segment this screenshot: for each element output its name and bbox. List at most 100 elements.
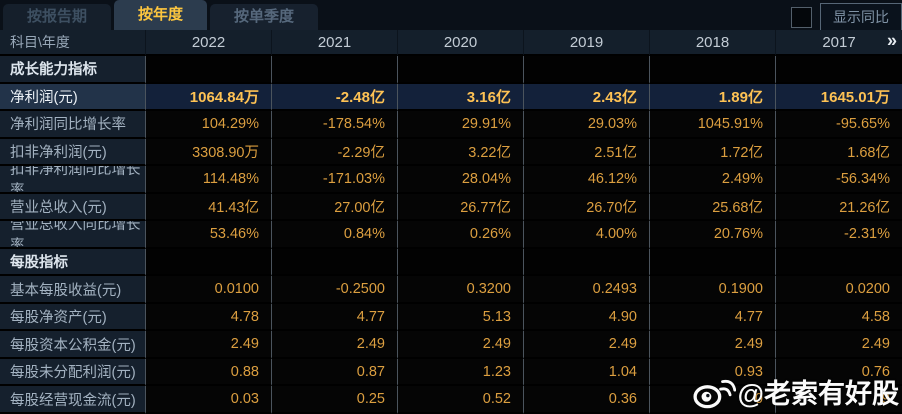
table-cell: 2.49 (775, 331, 902, 359)
table-cell: 0.76 (775, 358, 902, 387)
table-cell: 28.04% (397, 166, 523, 194)
row-label: 每股资本公积金(元) (0, 331, 145, 359)
table-cell: 5.13 (397, 303, 523, 332)
table-cell: 0.03 (145, 386, 271, 414)
table-cell: 0.36 (523, 386, 649, 414)
table-cell: 1.89亿 (649, 83, 775, 112)
table-cell: 53.46% (145, 221, 271, 249)
table-cell: 26.77亿 (397, 193, 523, 222)
table-cell (523, 248, 649, 277)
row-label: 每股经营现金流(元) (0, 386, 145, 414)
year-column-header: 2019 (523, 30, 649, 56)
table-cell: 0.26% (397, 221, 523, 249)
table-cell (775, 248, 902, 277)
row-label: 营业总收入同比增长率 (0, 221, 145, 249)
table-cell: 1045.91% (649, 111, 775, 139)
table-cell: 26.70亿 (523, 193, 649, 222)
table-cell: 4.77 (271, 303, 397, 332)
row-label: 每股净资产(元) (0, 303, 145, 332)
table-cell: 3.16亿 (397, 83, 523, 112)
row-label: 每股未分配利润(元) (0, 358, 145, 387)
table-cell: 0.0100 (145, 276, 271, 304)
table-cell: 0.1900 (649, 276, 775, 304)
tab-by-report-period[interactable]: 按报告期 (3, 4, 112, 30)
table-cell: 0.3200 (397, 276, 523, 304)
table-cell: 2.49% (649, 166, 775, 194)
table-cell: -56.34% (775, 166, 902, 194)
yoy-controls: 显示同比 (791, 3, 902, 32)
table-cell: 29.03% (523, 111, 649, 139)
table-cell: -178.54% (271, 111, 397, 139)
table-cell: 2.49 (523, 331, 649, 359)
table-cell: 21.26亿 (775, 193, 902, 222)
table-cell: 3308.90万 (145, 138, 271, 167)
row-label: 净利润同比增长率 (0, 111, 145, 139)
row-label: 净利润(元) (0, 83, 145, 112)
table-cell: 0.52 (397, 386, 523, 414)
table-cell: 1.04 (523, 358, 649, 387)
table-cell (649, 248, 775, 277)
table-cell (523, 56, 649, 84)
table-cell: 2.49 (397, 331, 523, 359)
table-cell (649, 56, 775, 84)
table-cell: -0.2500 (271, 276, 397, 304)
table-cell: 0 (649, 386, 775, 414)
row-label: 基本每股收益(元) (0, 276, 145, 304)
table-cell (145, 248, 271, 277)
table-cell: 3.22亿 (397, 138, 523, 167)
table-cell (397, 248, 523, 277)
table-corner-label: 科目\年度 (0, 30, 145, 56)
show-yoy-checkbox[interactable] (791, 7, 812, 28)
show-yoy-label[interactable]: 显示同比 (820, 3, 902, 32)
more-years-chevron-icon[interactable]: » (886, 30, 897, 51)
table-cell: 2.49 (649, 331, 775, 359)
table-cell (397, 56, 523, 84)
table-cell: 9 (775, 386, 902, 414)
table-cell: 27.00亿 (271, 193, 397, 222)
row-label: 营业总收入(元) (0, 193, 145, 222)
year-column-header: 2021 (271, 30, 397, 56)
table-cell: 46.12% (523, 166, 649, 194)
table-cell: -171.03% (271, 166, 397, 194)
table-cell: 2.43亿 (523, 83, 649, 112)
table-cell: 1645.01万 (775, 83, 902, 112)
table-cell: 1.23 (397, 358, 523, 387)
row-label: 每股指标 (0, 248, 145, 277)
table-cell: 41.43亿 (145, 193, 271, 222)
table-cell: 0.88 (145, 358, 271, 387)
table-cell: 0.93 (649, 358, 775, 387)
table-cell: 1.72亿 (649, 138, 775, 167)
table-cell (775, 56, 902, 84)
year-column-header: 2020 (397, 30, 523, 56)
table-cell: -2.29亿 (271, 138, 397, 167)
row-label: 扣非净利润(元) (0, 138, 145, 167)
table-cell: 1.68亿 (775, 138, 902, 167)
table-cell: 4.90 (523, 303, 649, 332)
year-column-header: 2018 (649, 30, 775, 56)
table-cell (271, 56, 397, 84)
table-cell: 25.68亿 (649, 193, 775, 222)
table-cell: 29.91% (397, 111, 523, 139)
period-tabbar: 按报告期 按年度 按单季度 显示同比 (0, 0, 902, 32)
year-column-header: 2017» (775, 30, 902, 56)
table-cell: 114.48% (145, 166, 271, 194)
row-label: 扣非净利润同比增长率 (0, 166, 145, 194)
table-cell: 0.84% (271, 221, 397, 249)
table-cell: 0.2493 (523, 276, 649, 304)
table-cell (271, 248, 397, 277)
table-cell: 0.25 (271, 386, 397, 414)
table-cell: 2.51亿 (523, 138, 649, 167)
tab-by-quarter[interactable]: 按单季度 (210, 4, 319, 30)
tab-by-year[interactable]: 按年度 (114, 0, 208, 30)
table-cell: -95.65% (775, 111, 902, 139)
financial-table: 科目\年度 2022 2021 2020 2019 2018 2017» 成长能力指标 净利润(… (0, 30, 902, 414)
table-cell: 4.58 (775, 303, 902, 332)
table-cell: 4.77 (649, 303, 775, 332)
year-column-header: 2022 (145, 30, 271, 56)
table-cell: 4.78 (145, 303, 271, 332)
table-cell: 0.87 (271, 358, 397, 387)
table-cell: -2.31% (775, 221, 902, 249)
table-cell: 2.49 (145, 331, 271, 359)
table-cell: -2.48亿 (271, 83, 397, 112)
